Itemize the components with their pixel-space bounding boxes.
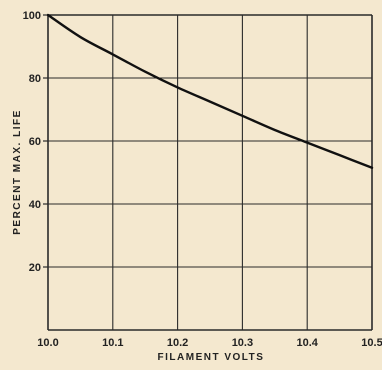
- y-tick-label: 20: [29, 262, 41, 274]
- series-curve-group: [46, 13, 374, 169]
- x-tick-label: 10.5: [361, 337, 382, 349]
- y-tick-label: 60: [29, 136, 41, 148]
- x-tick-label: 10.3: [232, 337, 253, 349]
- grid-lines: [43, 14, 373, 331]
- x-tick-label: 10.1: [102, 337, 123, 349]
- y-tick-label: 40: [29, 199, 41, 211]
- y-tick-label: 80: [29, 73, 41, 85]
- x-axis-label: FILAMENT VOLTS: [158, 352, 265, 363]
- x-tick-labels: 10.0 10.1 10.2 10.3 10.4 10.5: [37, 337, 382, 349]
- x-tick-label: 10.2: [167, 337, 188, 349]
- x-tick-label: 10.4: [296, 337, 318, 349]
- y-tick-labels: 20 40 60 80 100: [23, 10, 41, 274]
- y-axis-label: PERCENT MAX. LIFE: [12, 109, 23, 235]
- life-curve-line: [46, 13, 374, 169]
- y-tick-label: 100: [23, 10, 41, 22]
- x-tick-label: 10.0: [37, 337, 58, 349]
